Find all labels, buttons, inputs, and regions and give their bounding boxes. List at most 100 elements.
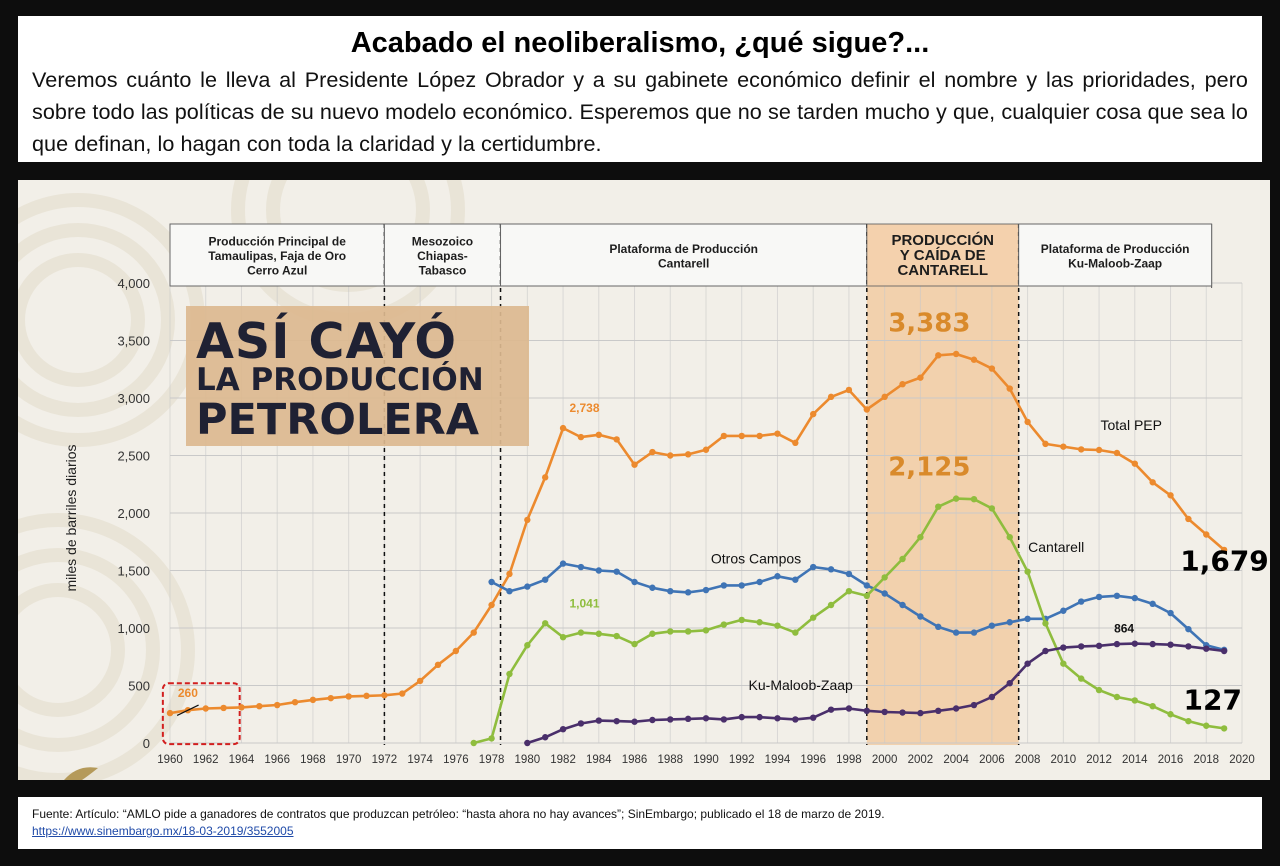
x-tick-label: 1970 — [336, 754, 362, 766]
x-tick-label: 1964 — [229, 754, 255, 766]
data-point — [1149, 479, 1156, 486]
annotation-label: Ku-Maloob-Zaap — [749, 677, 853, 693]
data-point — [559, 726, 567, 733]
data-point — [345, 693, 352, 700]
data-point — [434, 661, 442, 668]
x-tick-label: 1974 — [407, 754, 433, 766]
data-point — [952, 705, 960, 712]
data-point — [756, 578, 763, 586]
data-point — [631, 578, 638, 586]
y-tick-label: 1,500 — [117, 564, 150, 579]
data-point — [1113, 592, 1121, 599]
data-point — [738, 713, 745, 721]
data-point — [488, 735, 495, 742]
data-point — [1078, 675, 1085, 682]
background-ornament — [18, 548, 160, 752]
data-point — [559, 634, 567, 641]
data-point — [506, 570, 513, 578]
x-tick-label: 1982 — [550, 754, 576, 766]
data-point — [738, 432, 745, 440]
data-point — [595, 630, 602, 637]
x-tick-label: 1984 — [586, 754, 612, 766]
data-point — [1024, 568, 1031, 575]
data-point — [1060, 644, 1067, 651]
data-point — [1220, 546, 1228, 554]
x-tick-label: 2010 — [1051, 754, 1077, 766]
data-point — [524, 516, 531, 524]
x-tick-label: 1996 — [800, 754, 826, 766]
annotation-label: Total PEP — [1100, 417, 1161, 433]
data-point — [559, 424, 567, 432]
data-point — [881, 590, 888, 597]
data-point — [1185, 515, 1192, 523]
data-point — [613, 568, 620, 575]
data-point — [917, 374, 924, 381]
intro-paragraph: Veremos cuánto le lleva al Presidente Ló… — [32, 67, 1248, 156]
data-point — [881, 708, 888, 716]
data-point — [935, 503, 942, 510]
data-point — [363, 692, 370, 700]
data-point — [792, 439, 799, 447]
period-header-label: Plataforma de Producción — [1041, 242, 1190, 256]
x-tick-label: 1966 — [264, 754, 290, 766]
data-point — [524, 739, 531, 747]
data-point — [381, 692, 388, 699]
logo-fragment — [64, 767, 98, 780]
data-point — [595, 431, 602, 438]
oil-production-chart: 0 500 1,000 1,500 2,000 2,500 3,000 3,500 4,000 1… — [18, 180, 1269, 780]
y-tick-label: 3,000 — [117, 391, 150, 406]
y-tick-label: 2,000 — [117, 506, 150, 521]
data-point — [827, 601, 835, 609]
x-tick-label: 1968 — [300, 754, 326, 766]
data-point — [1095, 593, 1103, 601]
data-point — [738, 616, 745, 624]
data-point — [1113, 640, 1121, 648]
data-point — [952, 350, 960, 358]
x-tick-label: 2006 — [979, 754, 1005, 766]
period-header-label: Chiapas- — [417, 249, 468, 263]
data-point — [845, 570, 853, 578]
data-point — [863, 406, 870, 413]
data-point — [1078, 446, 1085, 453]
data-point — [1131, 460, 1139, 467]
data-point — [274, 701, 281, 709]
data-point — [1006, 385, 1013, 392]
x-tick-label: 1962 — [193, 754, 219, 766]
data-point — [577, 563, 585, 571]
y-tick-label: 3,500 — [117, 334, 150, 349]
data-point — [542, 620, 549, 627]
data-point — [1024, 615, 1031, 622]
data-point — [774, 715, 781, 722]
data-point — [774, 622, 781, 629]
start-pointer — [176, 704, 199, 716]
x-tick-label: 2002 — [908, 754, 934, 766]
x-tick-label: 1998 — [836, 754, 862, 766]
data-point — [952, 495, 960, 502]
annotation-label: 864 — [1114, 622, 1134, 636]
data-point — [595, 567, 602, 574]
start-highlight-box — [161, 682, 241, 746]
data-point — [845, 705, 853, 712]
data-point — [863, 707, 870, 714]
header-panel: Acabado el neoliberalismo, ¿qué sigue?..… — [18, 16, 1262, 162]
data-point — [702, 586, 710, 594]
footer-source: Fuente: Artículo: “AMLO pide a ganadores… — [18, 797, 1262, 849]
data-point — [470, 739, 477, 747]
x-tick-label: 1992 — [729, 754, 755, 766]
period-header-label: Tabasco — [419, 264, 467, 278]
data-point — [970, 496, 978, 503]
data-point — [988, 365, 996, 372]
x-tick-label: 2014 — [1122, 754, 1148, 766]
data-point — [899, 555, 906, 563]
data-point — [1149, 600, 1156, 608]
x-tick-label: 1988 — [657, 754, 683, 766]
data-point — [970, 629, 978, 636]
data-point — [684, 451, 692, 458]
source-link[interactable]: https://www.sinembargo.mx/18-03-2019/355… — [32, 824, 294, 838]
data-point — [559, 560, 567, 567]
data-point — [1220, 725, 1228, 732]
data-point — [1042, 440, 1049, 448]
data-point — [774, 430, 781, 437]
data-point — [1185, 643, 1192, 650]
background-ornament — [18, 253, 145, 387]
